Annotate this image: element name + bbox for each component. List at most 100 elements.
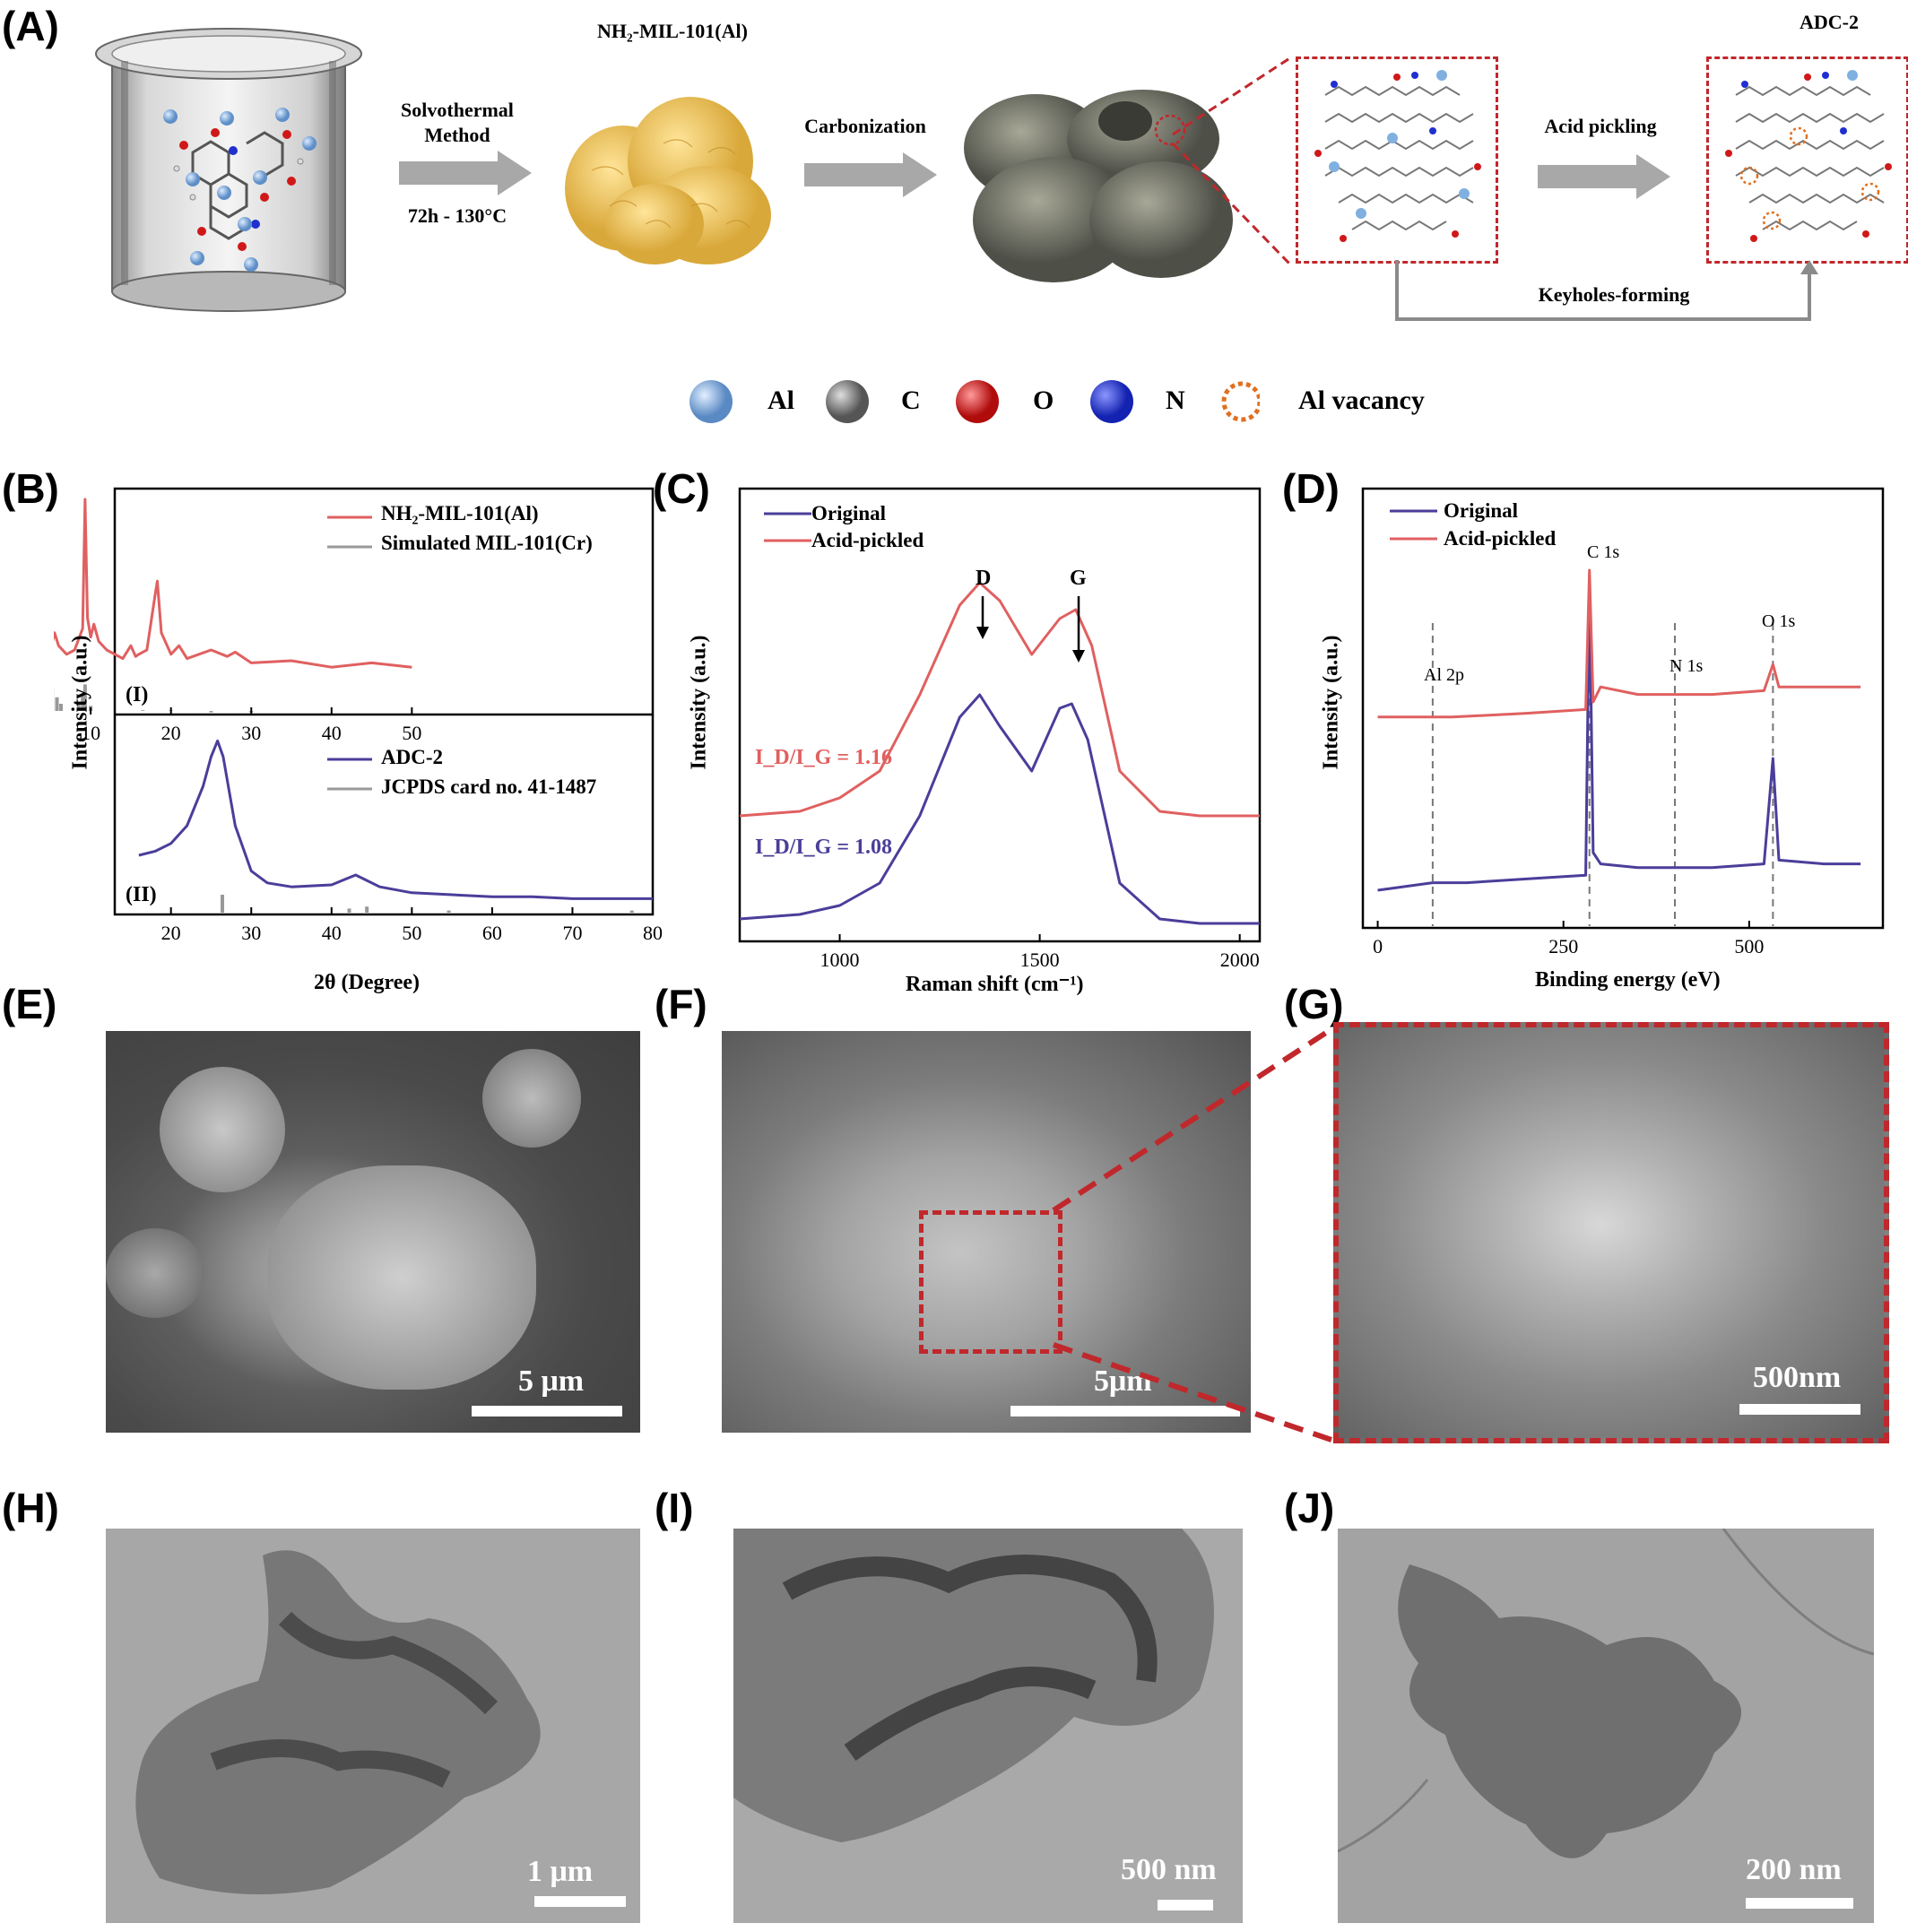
zoom-lines-a bbox=[1171, 56, 1293, 267]
xrd-adc-line bbox=[138, 739, 653, 900]
tem-image-i: 500 nm bbox=[733, 1529, 1243, 1923]
step1-label-line2: Method bbox=[424, 124, 490, 146]
carbonized-particle-illustration bbox=[964, 90, 1233, 282]
panel-label-c: (C) bbox=[653, 465, 710, 512]
scale-bar-f bbox=[1010, 1406, 1240, 1417]
scale-text-i: 500 nm bbox=[1121, 1853, 1217, 1886]
raman-x-tick-label: 1000 bbox=[820, 949, 860, 971]
raman-peak-g: G bbox=[1070, 567, 1087, 590]
xps-xlabel: Binding energy (eV) bbox=[1535, 968, 1721, 992]
tem-image-j: 200 nm bbox=[1338, 1529, 1874, 1923]
step3-label: Acid pickling bbox=[1544, 115, 1657, 137]
step2-label: Carbonization bbox=[804, 115, 926, 137]
xrd-top-x-tick-label: 20 bbox=[161, 722, 181, 744]
xps-x-tick-label: 250 bbox=[1548, 935, 1578, 957]
panel-label-b: (B) bbox=[2, 465, 59, 512]
scale-bar-i bbox=[1158, 1900, 1213, 1910]
xrd-frame bbox=[113, 487, 655, 916]
xrd-legend-bot-2: JCPDS card no. 41-1487 bbox=[381, 775, 597, 798]
legend-al: Al bbox=[768, 386, 794, 415]
legend-al-vacancy: Al vacancy bbox=[1298, 386, 1425, 415]
xrd-bot-x-tick-label: 70 bbox=[562, 922, 582, 944]
xps-peak-c1s: C 1s bbox=[1587, 542, 1620, 562]
scale-text-j: 200 nm bbox=[1746, 1853, 1842, 1886]
xrd-bot-x-tick-label: 50 bbox=[402, 922, 421, 944]
scale-bar-e bbox=[472, 1406, 622, 1417]
xrd-bot-x-tick-label: 40 bbox=[322, 922, 342, 944]
scale-text-g: 500nm bbox=[1753, 1361, 1842, 1394]
scale-bar-h bbox=[534, 1896, 626, 1907]
xrd-bot-x-tick-label: 60 bbox=[482, 922, 502, 944]
xrd-chart: 10 20 30 40 50 20 30 40 50 60 70 80 bbox=[54, 487, 663, 944]
adc-title: ADC-2 bbox=[1800, 11, 1859, 33]
sem-image-e: 5 μm bbox=[106, 1031, 640, 1433]
panel-label-d: (D) bbox=[1282, 465, 1340, 512]
xps-x-tick-label: 500 bbox=[1734, 935, 1764, 957]
raman-ratio-blue: I_D/I_G = 1.08 bbox=[755, 836, 893, 859]
raman-frame bbox=[738, 487, 1262, 943]
panel-label-h: (H) bbox=[2, 1485, 59, 1531]
xrd-xlabel: 2θ (Degree) bbox=[314, 971, 421, 994]
mof-title: NH₂-MIL-101(Al) bbox=[597, 20, 748, 42]
step1-conditions: 72h - 130°C bbox=[407, 204, 507, 227]
raman-peak-d: D bbox=[976, 567, 992, 590]
step2-arrow bbox=[804, 152, 937, 197]
xps-chart: 0 250 500 bbox=[1361, 487, 1885, 957]
scale-text-h: 1 μm bbox=[527, 1855, 594, 1888]
scale-bar-g bbox=[1739, 1404, 1860, 1415]
raman-legend-2: Acid-pickled bbox=[811, 529, 924, 551]
xrd-top-x-tick-label: 50 bbox=[402, 722, 421, 744]
raman-xlabel: Raman shift (cm⁻¹) bbox=[906, 973, 1084, 996]
atom-legend-icons bbox=[689, 380, 1260, 423]
xps-acid bbox=[1377, 568, 1861, 719]
xps-peak-n1s: N 1s bbox=[1670, 656, 1704, 676]
xrd-ylabel: Intensity (a.u.) bbox=[68, 635, 92, 770]
panel-label-g: (G) bbox=[1284, 981, 1344, 1027]
tem-image-h: 1 μm bbox=[106, 1529, 640, 1923]
step3-arrow bbox=[1538, 154, 1670, 199]
xrd-legend-top-1: NH₂-MIL-101(Al) bbox=[381, 502, 539, 524]
raman-ratio-red: I_D/I_G = 1.16 bbox=[755, 746, 893, 769]
xrd-bot-x-tick-label: 80 bbox=[643, 922, 663, 944]
xrd-legend-top-2: Simulated MIL-101(Cr) bbox=[381, 532, 593, 554]
legend-o: O bbox=[1033, 386, 1054, 415]
raman-original bbox=[739, 693, 1260, 925]
xps-ylabel: Intensity (a.u.) bbox=[1319, 635, 1343, 770]
panel-label-j: (J) bbox=[1284, 1485, 1335, 1531]
raman-chart: 1000 1500 2000 bbox=[738, 487, 1262, 971]
xps-peak-o1s: O 1s bbox=[1762, 611, 1796, 631]
xps-frame bbox=[1361, 487, 1885, 930]
autoclave-illustration bbox=[95, 28, 362, 312]
xrd-bot-x-tick-label: 20 bbox=[161, 922, 181, 944]
legend-c: C bbox=[901, 386, 921, 415]
sem-image-f: 5μm bbox=[722, 1031, 1251, 1433]
panel-label-i: (I) bbox=[655, 1485, 694, 1531]
lattice-box-after bbox=[1706, 56, 1908, 264]
xrd-top-x-tick-label: 40 bbox=[322, 722, 342, 744]
raman-legend-1: Original bbox=[811, 502, 887, 524]
xps-x-tick-label: 0 bbox=[1373, 935, 1383, 957]
panel-label-a: (A) bbox=[2, 3, 59, 49]
xrd-bot-x-tick-label: 30 bbox=[241, 922, 261, 944]
raman-x-tick-label: 2000 bbox=[1220, 949, 1260, 971]
xrd-tag-i: (I) bbox=[126, 683, 149, 706]
xps-legend-1: Original bbox=[1444, 499, 1519, 522]
keyholes-connector bbox=[1395, 260, 1818, 321]
keyholes-label: Keyholes-forming bbox=[1538, 283, 1690, 306]
mof-particle-illustration bbox=[565, 97, 771, 264]
raman-ylabel: Intensity (a.u.) bbox=[687, 635, 711, 770]
raman-x-tick-label: 1500 bbox=[1020, 949, 1060, 971]
xps-original bbox=[1377, 580, 1861, 892]
xrd-tag-ii: (II) bbox=[126, 883, 157, 906]
xrd-mof-line bbox=[54, 498, 412, 669]
xrd-top-x-tick-label: 10 bbox=[81, 722, 100, 744]
lattice-box-before bbox=[1296, 56, 1498, 264]
raman-acid bbox=[739, 581, 1260, 818]
zoom-lines-fg bbox=[1052, 1027, 1333, 1443]
step1-arrow bbox=[399, 151, 532, 195]
xrd-legend-bot-1: ADC-2 bbox=[381, 746, 443, 768]
scale-text-e: 5 μm bbox=[518, 1365, 585, 1398]
xps-peak-al2p: Al 2p bbox=[1424, 665, 1464, 685]
legend-n: N bbox=[1166, 386, 1185, 415]
panel-label-f: (F) bbox=[655, 981, 707, 1027]
